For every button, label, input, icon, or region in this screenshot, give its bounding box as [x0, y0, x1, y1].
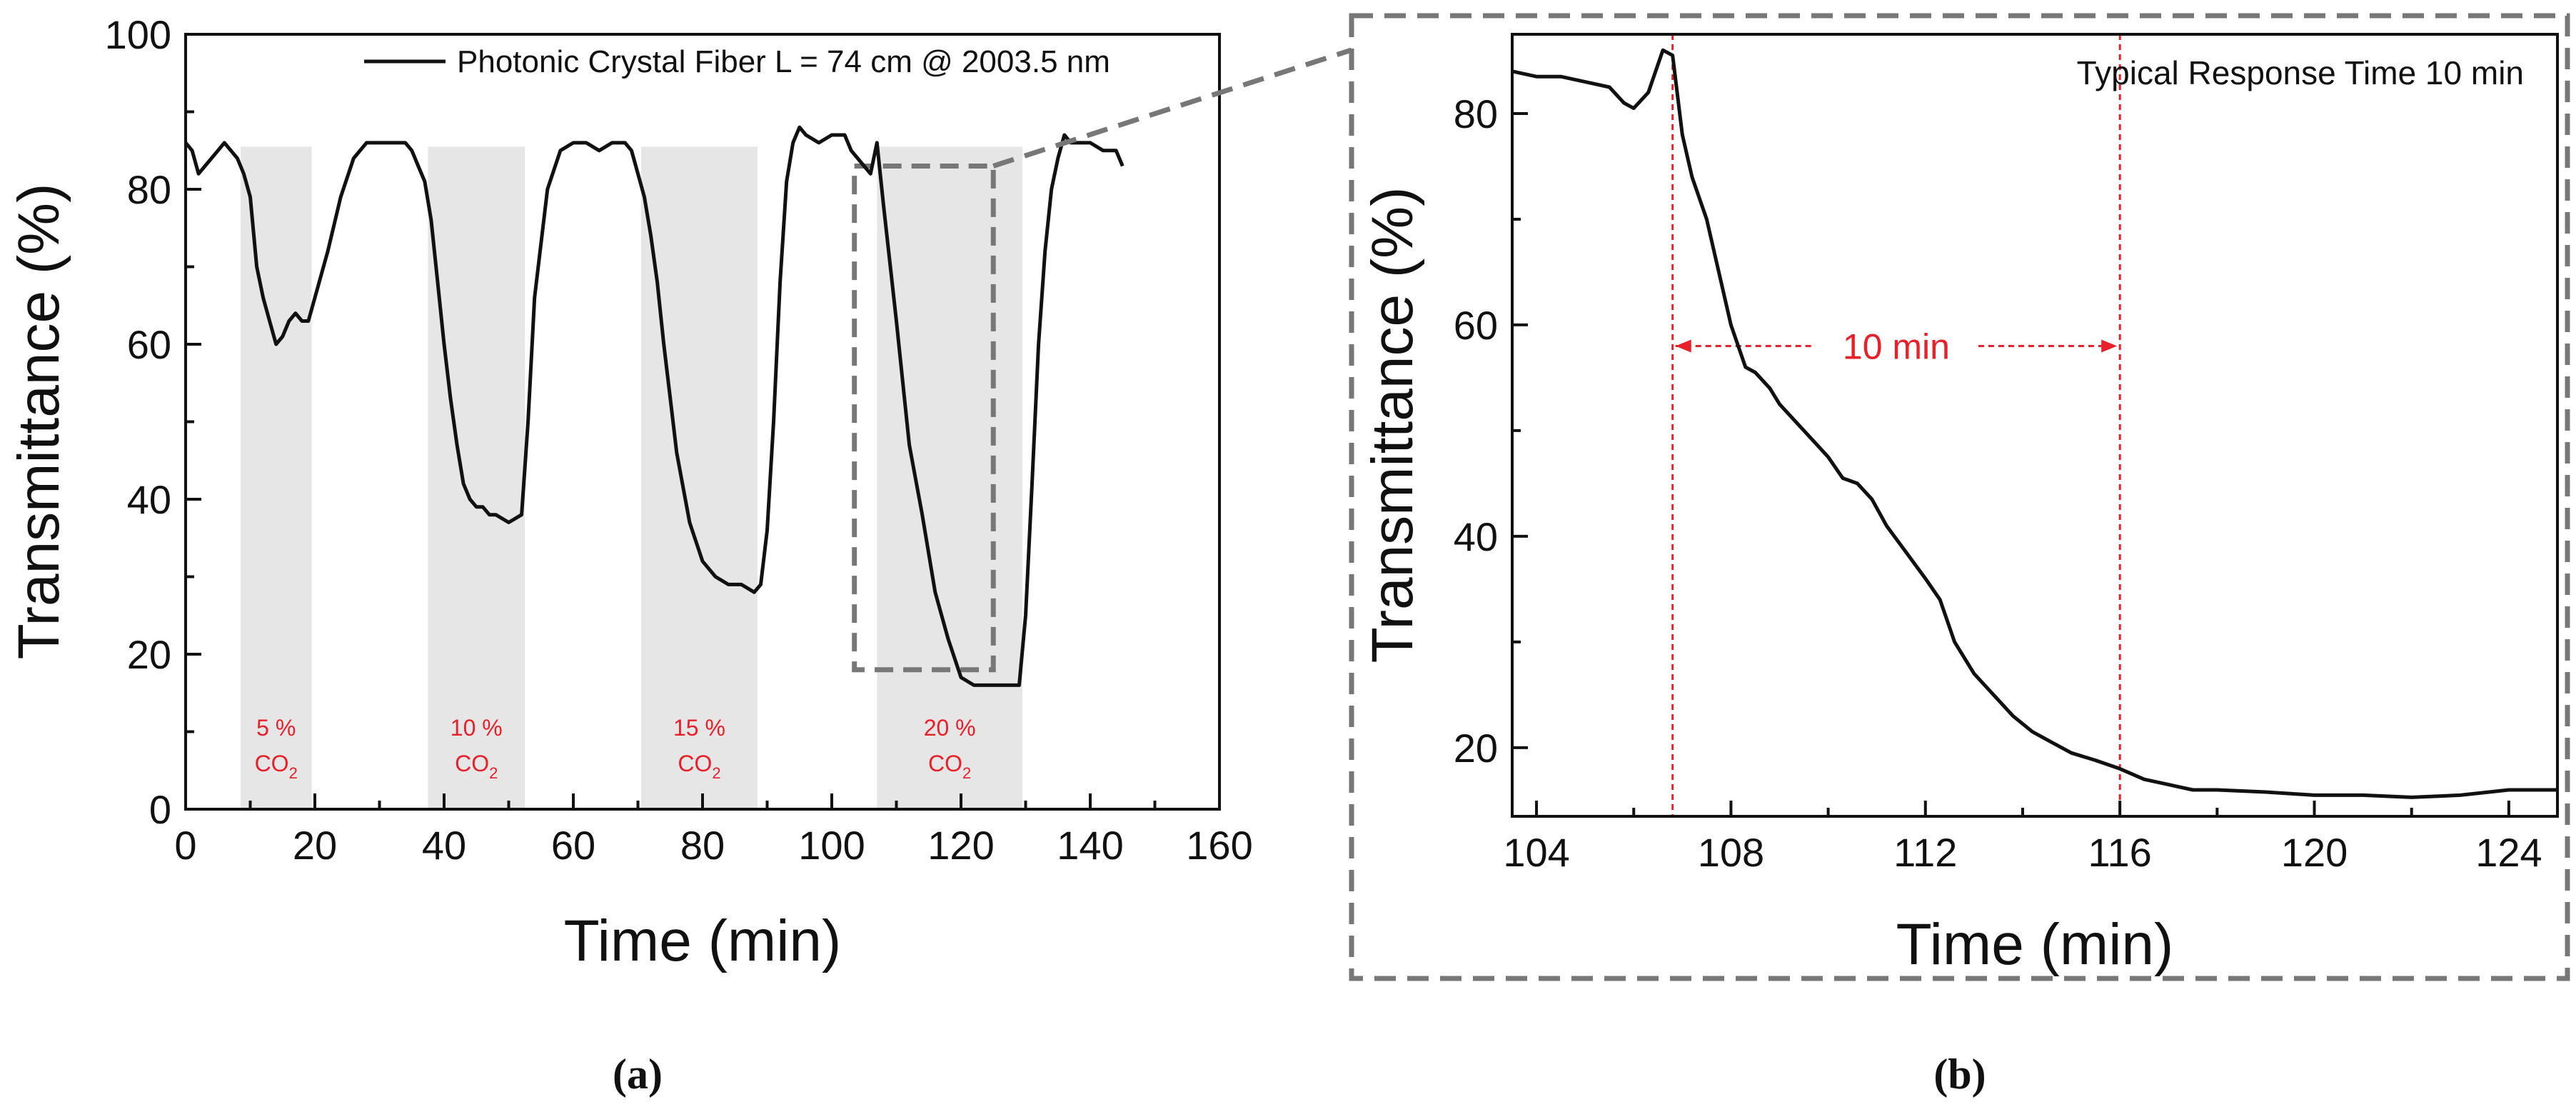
- transmittance-line-a: [184, 125, 1125, 687]
- zoom-rectangle: [852, 163, 996, 673]
- co2-region-label-gas: CO2: [255, 751, 298, 782]
- panel-a-caption: (a): [613, 1051, 663, 1098]
- y-tick-label-b: 60: [1454, 303, 1498, 348]
- axis-ticks-a: [184, 33, 1221, 811]
- co2-region-label-gas: CO2: [678, 751, 720, 782]
- y-tick-label-b: 80: [1454, 91, 1498, 136]
- x-tick-label-a: 120: [927, 823, 994, 868]
- tick-labels-b: 104 108 112 116 120 124 20 40 60 80: [1454, 91, 2542, 875]
- zoom-connector-lines: [992, 47, 1353, 169]
- y-tick-label-a: 100: [105, 12, 171, 57]
- panel-b-caption: (b): [1933, 1051, 1986, 1098]
- co2-region-labels: 5 % CO2 10 % CO2 15 % CO2 20 % CO2: [255, 715, 976, 782]
- x-tick-label-b: 108: [1698, 830, 1764, 875]
- co2-region-label-gas: CO2: [928, 751, 971, 782]
- co2-shaded-regions: [240, 146, 1022, 809]
- y-tick-label-a: 0: [149, 787, 171, 832]
- y-tick-label-b: 20: [1454, 726, 1498, 771]
- co2-region-label-percent: 20 %: [924, 715, 976, 741]
- co2-region-label-percent: 5 %: [256, 715, 296, 741]
- zoom-connector-line: [992, 47, 1353, 169]
- x-tick-label-a: 40: [422, 823, 466, 868]
- x-axis-title-a: Time (min): [564, 908, 842, 973]
- axis-ticks-b: [1512, 111, 2510, 816]
- x-tick-label-a: 80: [680, 823, 725, 868]
- co2-region-label-percent: 15 %: [673, 715, 725, 741]
- x-tick-label-b: 112: [1893, 830, 1957, 875]
- x-tick-label-a: 0: [174, 823, 196, 868]
- legend-label: Photonic Crystal Fiber L = 74 cm @ 2003.…: [457, 44, 1110, 79]
- y-tick-label-b: 40: [1454, 514, 1498, 559]
- response-arrowhead-right: [2101, 339, 2118, 353]
- x-tick-label-a: 20: [293, 823, 337, 868]
- y-tick-label-a: 60: [127, 322, 171, 367]
- x-tick-label-a: 140: [1057, 823, 1123, 868]
- plot-frame-b: [1511, 33, 2559, 818]
- co2-region-1: [240, 146, 312, 809]
- co2-region-label-gas: CO2: [455, 751, 498, 782]
- response-time-markers: 10 min: [1671, 34, 2121, 816]
- response-arrowhead-left: [1675, 339, 1691, 353]
- y-tick-label-a: 20: [127, 632, 171, 677]
- tick-labels-a: 0 20 40 60 80 100 120 140 160 0 20 40 60 80 100: [105, 12, 1253, 868]
- x-tick-label-a: 60: [551, 823, 595, 868]
- y-tick-label-a: 80: [127, 167, 171, 212]
- y-axis-title-b: Transmittance (%): [1360, 187, 1425, 663]
- x-axis-title-b: Time (min): [1896, 912, 2174, 977]
- inset-border-b: [1349, 13, 2570, 981]
- co2-region-2: [428, 146, 525, 809]
- x-tick-label-b: 104: [1503, 830, 1569, 875]
- transmittance-line-b: [1511, 48, 2557, 799]
- zoom-box: [852, 163, 996, 673]
- x-tick-label-b: 116: [2088, 830, 2152, 875]
- x-tick-label-b: 120: [2281, 830, 2348, 875]
- x-tick-label-b: 124: [2475, 830, 2542, 875]
- x-tick-label-a: 100: [798, 823, 865, 868]
- annotation-title-b: Typical Response Time 10 min: [2077, 54, 2524, 91]
- response-time-label: 10 min: [1843, 327, 1950, 367]
- co2-region-label-percent: 10 %: [451, 715, 503, 741]
- co2-region-3: [641, 146, 758, 809]
- panel-b: 10 min 104 108 112 116 120 124 20 40 60 80 Typica…: [1349, 13, 2570, 981]
- y-tick-label-a: 40: [127, 477, 171, 522]
- y-axis-title-a: Transmittance (%): [6, 184, 71, 660]
- panel-a: 5 % CO2 10 % CO2 15 % CO2 20 % CO2 0 20 40 60 80 100…: [6, 12, 1253, 973]
- co2-region-4: [877, 146, 1022, 809]
- x-tick-label-a: 160: [1186, 823, 1252, 868]
